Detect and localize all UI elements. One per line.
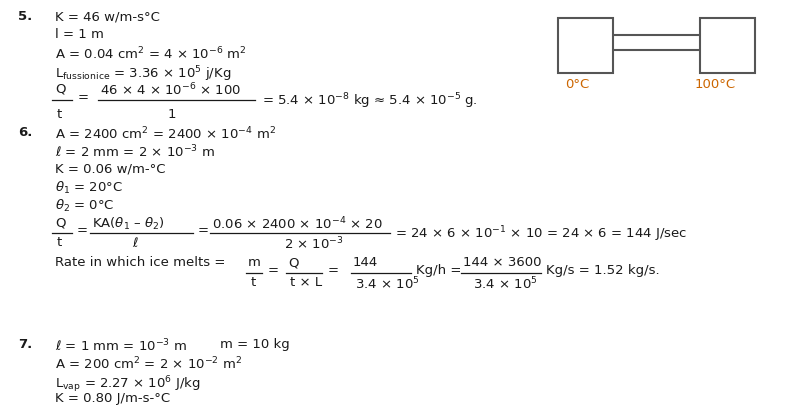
Text: m: m [248,256,260,269]
Text: $\ell$: $\ell$ [132,236,139,250]
Text: A = 2400 cm$^2$ = 2400 × 10$^{-4}$ m$^2$: A = 2400 cm$^2$ = 2400 × 10$^{-4}$ m$^2$ [55,126,276,143]
Text: =: = [198,224,209,237]
Text: = 5.4 × 10$^{-8}$ kg ≈ 5.4 × 10$^{-5}$ g.: = 5.4 × 10$^{-8}$ kg ≈ 5.4 × 10$^{-5}$ g… [262,91,478,110]
Text: Q: Q [55,216,65,229]
Text: =: = [78,91,89,104]
Text: 144 × 3600: 144 × 3600 [463,256,541,269]
Text: l = 1 m: l = 1 m [55,28,104,41]
Text: A = 200 cm$^2$ = 2 × 10$^{-2}$ m$^2$: A = 200 cm$^2$ = 2 × 10$^{-2}$ m$^2$ [55,356,242,373]
Text: Q: Q [55,82,65,95]
Text: A = 0.04 cm$^2$ = 4 × 10$^{-6}$ m$^2$: A = 0.04 cm$^2$ = 4 × 10$^{-6}$ m$^2$ [55,46,246,63]
Text: $\theta_1$ = 20°C: $\theta_1$ = 20°C [55,180,123,196]
Text: =: = [328,264,339,277]
Text: t: t [57,108,62,121]
Bar [700,18,755,73]
Text: 2 × 10$^{-3}$: 2 × 10$^{-3}$ [284,236,344,253]
Text: t: t [251,276,257,289]
Text: m = 10 kg: m = 10 kg [220,338,290,351]
Text: 144: 144 [353,256,379,269]
Text: L$_{\mathregular{vap}}$ = 2.27 × 10$^6$ J/kg: L$_{\mathregular{vap}}$ = 2.27 × 10$^6$ … [55,374,201,395]
Text: K = 0.06 w/m-°C: K = 0.06 w/m-°C [55,162,165,175]
Text: = 24 × 6 × 10$^{-1}$ × 10 = 24 × 6 = 144 J/sec: = 24 × 6 × 10$^{-1}$ × 10 = 24 × 6 = 144… [395,224,687,244]
Text: 100°C: 100°C [694,78,736,91]
Text: =: = [77,224,88,237]
Text: $\ell$ = 1 mm = 10$^{-3}$ m: $\ell$ = 1 mm = 10$^{-3}$ m [55,338,187,355]
Text: Q: Q [288,256,298,269]
Text: L$_{\mathregular{fussion ice}}$ = 3.36 × 10$^5$ j/Kg: L$_{\mathregular{fussion ice}}$ = 3.36 ×… [55,64,231,83]
Text: 6.: 6. [18,126,32,139]
Text: Kg/s = 1.52 kg/s.: Kg/s = 1.52 kg/s. [546,264,660,277]
Text: 5.: 5. [18,10,32,23]
Text: 0.06 × 2400 × 10$^{-4}$ × 20: 0.06 × 2400 × 10$^{-4}$ × 20 [212,216,382,233]
Text: 3.4 × 10$^5$: 3.4 × 10$^5$ [473,276,538,292]
Text: 1: 1 [168,108,176,121]
Text: K = 46 w/m-s°C: K = 46 w/m-s°C [55,10,160,23]
Bar [558,18,613,73]
Text: KA($\theta_1$ – $\theta_2$): KA($\theta_1$ – $\theta_2$) [92,216,164,232]
Text: 46 × 4 × 10$^{-6}$ × 100: 46 × 4 × 10$^{-6}$ × 100 [100,82,242,99]
Text: t × L: t × L [290,276,322,289]
Text: t: t [57,236,62,249]
Text: 7.: 7. [18,338,32,351]
Text: $\ell$ = 2 mm = 2 × 10$^{-3}$ m: $\ell$ = 2 mm = 2 × 10$^{-3}$ m [55,144,215,161]
Text: Rate in which ice melts =: Rate in which ice melts = [55,256,225,269]
Text: K = 0.80 J/m-s-°C: K = 0.80 J/m-s-°C [55,392,170,405]
Text: $\theta_2$ = 0°C: $\theta_2$ = 0°C [55,198,114,214]
Text: 3.4 × 10$^5$: 3.4 × 10$^5$ [355,276,419,292]
Text: Kg/h =: Kg/h = [416,264,461,277]
Text: 0°C: 0°C [565,78,589,91]
Text: =: = [268,264,279,277]
